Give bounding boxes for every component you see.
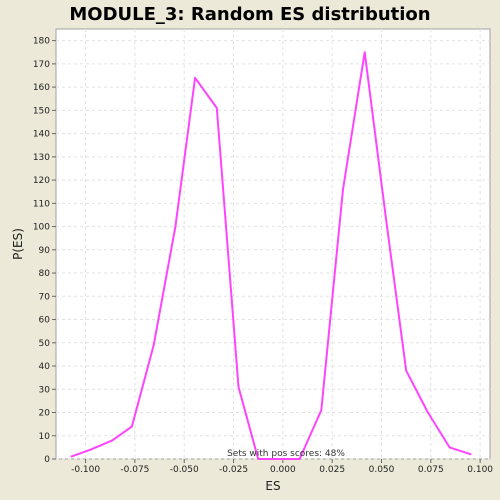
y-tick-label: 180 [33, 37, 50, 47]
x-tick-label: 0.100 [467, 465, 493, 475]
y-tick-label: 0 [44, 455, 50, 465]
x-tick-label: 0.075 [418, 465, 444, 475]
x-tick-label: -0.025 [219, 465, 248, 475]
y-tick-label: 10 [39, 432, 51, 442]
x-axis: -0.100 -0.075 -0.050 -0.025 0.000 0.025 0.050 0… [71, 459, 493, 475]
plot-area [55, 28, 491, 460]
y-tick-label: 90 [39, 246, 51, 256]
x-tick-label: -0.100 [71, 465, 100, 475]
y-tick-label: 30 [39, 385, 51, 395]
y-tick-label: 40 [39, 362, 51, 372]
y-tick-label: 160 [33, 83, 50, 93]
x-tick-label: -0.075 [120, 465, 149, 475]
y-tick-label: 130 [33, 153, 50, 163]
x-axis-label: ES [265, 479, 280, 493]
y-tick-label: 80 [39, 269, 51, 279]
chart-title: MODULE_3: Random ES distribution [69, 4, 430, 25]
annotation: Sets with pos scores: 48% [227, 449, 345, 459]
y-tick-label: 140 [33, 130, 50, 140]
x-tick-label: -0.050 [170, 465, 199, 475]
y-tick-label: 150 [33, 106, 50, 116]
y-tick-label: 20 [39, 409, 51, 419]
grid [56, 29, 490, 460]
x-tick-label: 0.050 [369, 465, 395, 475]
x-tick-label: 0.025 [319, 465, 345, 475]
y-tick-label: 120 [33, 176, 50, 186]
y-tick-label: 170 [33, 60, 50, 70]
series-line [70, 51, 472, 460]
y-axis: 0 10 20 30 40 50 60 70 80 90 100 110 120 130 140 150 160… [33, 37, 56, 465]
y-axis-label: P(ES) [11, 228, 25, 260]
y-tick-label: 100 [33, 223, 50, 233]
y-tick-label: 50 [39, 339, 51, 349]
x-tick-label: 0.000 [270, 465, 296, 475]
y-tick-label: 60 [39, 316, 51, 326]
y-tick-label: 70 [39, 292, 51, 302]
y-tick-label: 110 [33, 199, 50, 209]
